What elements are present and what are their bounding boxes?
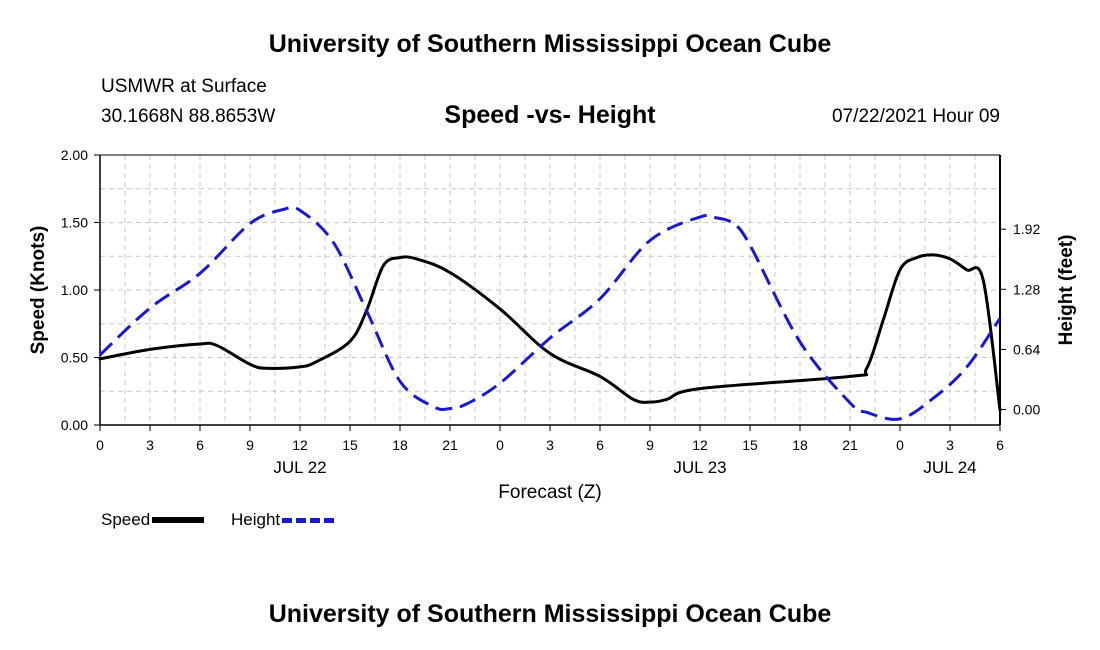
axes (94, 154, 1006, 431)
legend-speed-label: Speed (101, 510, 151, 529)
x-tick-label: 9 (646, 437, 654, 453)
y2-axis-label: Height (feet) (1056, 235, 1077, 346)
forecast-datetime: 07/22/2021 Hour 09 (832, 106, 1000, 127)
date-label: JUL 24 (923, 458, 976, 477)
height-series-line (98, 205, 1002, 421)
y-tick-label: 1.50 (61, 215, 88, 231)
x-tick-label: 3 (946, 437, 954, 453)
x-tick-label: 3 (146, 437, 154, 453)
x-tick-label: 15 (742, 437, 758, 453)
y-tick-label: 1.00 (61, 282, 88, 298)
legend-speed-swatch (152, 517, 205, 523)
legend-height: Height (231, 510, 335, 530)
legend-speed: Speed (101, 510, 205, 530)
x-tick-label: 3 (546, 437, 554, 453)
x-tick-label: 9 (246, 437, 254, 453)
x-axis-label: Forecast (Z) (498, 482, 602, 503)
x-tick-label: 18 (392, 437, 408, 453)
legend-height-swatch (282, 517, 335, 523)
y2-tick-label: 0.00 (1013, 402, 1040, 418)
x-tick-label: 15 (342, 437, 358, 453)
grid-lines (99, 154, 1001, 426)
x-tick-label: 12 (292, 437, 308, 453)
date-label: JUL 23 (673, 458, 726, 477)
chart-title: Speed -vs- Height (444, 101, 656, 129)
y-axis-label: Speed (Knots) (28, 226, 49, 355)
station-label: USMWR at Surface (101, 76, 267, 97)
station-coordinates: 30.1668N 88.8653W (101, 106, 276, 127)
date-label: JUL 22 (273, 458, 326, 477)
x-tick-label: 18 (792, 437, 808, 453)
y-tick-label: 0.50 (61, 350, 88, 366)
x-tick-label: 0 (896, 437, 904, 453)
x-tick-label: 0 (96, 437, 104, 453)
tick-labels: 0 3 6 9 12 15 18 21 0 3 6 9 12 15 18 21 0 3 6 JUL 22 JUL 23 J… (61, 147, 1041, 477)
x-tick-label: 21 (442, 437, 458, 453)
y-tick-label: 0.00 (61, 417, 88, 433)
x-tick-label: 6 (596, 437, 604, 453)
x-tick-label: 12 (692, 437, 708, 453)
x-tick-label: 0 (496, 437, 504, 453)
y2-tick-label: 1.28 (1013, 281, 1040, 297)
footer-title: University of Southern Mississippi Ocean… (268, 600, 832, 628)
x-tick-label: 6 (996, 437, 1004, 453)
legend-height-label: Height (231, 510, 281, 529)
series-lines (98, 205, 1002, 421)
x-tick-label: 21 (842, 437, 858, 453)
y2-tick-label: 1.92 (1013, 221, 1040, 237)
y-tick-label: 2.00 (61, 147, 88, 163)
x-tick-label: 6 (196, 437, 204, 453)
y2-tick-label: 0.64 (1013, 341, 1040, 357)
page-title: University of Southern Mississippi Ocean… (268, 30, 832, 58)
speed-series-line (98, 253, 1002, 412)
